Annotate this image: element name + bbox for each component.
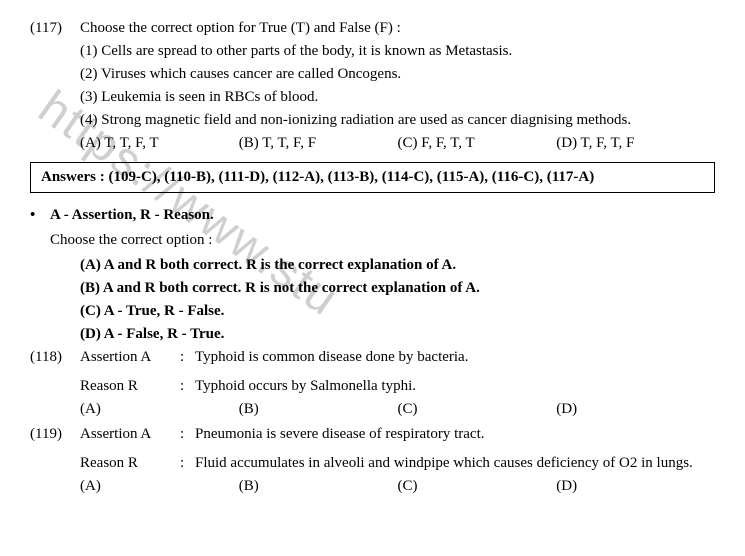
q117-opt-c: (C) F, F, T, T <box>398 135 557 152</box>
ar-instruction: Choose the correct option : <box>50 232 715 249</box>
ar-opt-c: (C) A - True, R - False. <box>80 303 715 320</box>
colon: : <box>180 426 195 443</box>
q119-opt-b: (B) <box>239 478 398 495</box>
q119-reason-text: Fluid accumulates in alveoli and windpip… <box>195 455 715 472</box>
q118-opt-d: (D) <box>556 401 715 418</box>
question-119: (119) Assertion A : Pneumonia is severe … <box>30 426 715 495</box>
colon: : <box>180 455 195 472</box>
q119-options: (A) (B) (C) (D) <box>80 478 715 495</box>
q118-options: (A) (B) (C) (D) <box>80 401 715 418</box>
q117-sub3: (3) Leukemia is seen in RBCs of blood. <box>80 89 715 106</box>
q117-number: (117) <box>30 20 80 37</box>
q117-opt-d: (D) T, F, T, F <box>556 135 715 152</box>
q119-assertion-text: Pneumonia is severe disease of respirato… <box>195 426 715 443</box>
colon: : <box>180 349 195 366</box>
q117-prompt: Choose the correct option for True (T) a… <box>80 20 715 37</box>
q118-assertion-label: Assertion A <box>80 349 180 366</box>
q118-opt-c: (C) <box>398 401 557 418</box>
q117-sub1: (1) Cells are spread to other parts of t… <box>80 43 715 60</box>
q117-answer-options: (A) T, T, F, T (B) T, T, F, F (C) F, F, … <box>80 135 715 152</box>
q118-reason-text: Typhoid occurs by Salmonella typhi. <box>195 378 715 395</box>
q117-sub4: (4) Strong magnetic field and non-ionizi… <box>80 112 715 129</box>
question-117: (117) Choose the correct option for True… <box>30 20 715 152</box>
q117-opt-a: (A) T, T, F, T <box>80 135 239 152</box>
q117-sub2: (2) Viruses which causes cancer are call… <box>80 66 715 83</box>
colon: : <box>180 378 195 395</box>
ar-heading: A - Assertion, R - Reason. <box>50 207 214 224</box>
q117-opt-b: (B) T, T, F, F <box>239 135 398 152</box>
q119-assertion-label: Assertion A <box>80 426 180 443</box>
q118-number: (118) <box>30 349 80 366</box>
ar-opt-a: (A) A and R both correct. R is the corre… <box>80 257 715 274</box>
q118-opt-a: (A) <box>80 401 239 418</box>
q119-opt-d: (D) <box>556 478 715 495</box>
q118-opt-b: (B) <box>239 401 398 418</box>
bullet-icon: • <box>30 207 50 224</box>
ar-opt-b: (B) A and R both correct. R is not the c… <box>80 280 715 297</box>
page-content: (117) Choose the correct option for True… <box>30 20 715 495</box>
q119-number: (119) <box>30 426 80 443</box>
q119-reason-label: Reason R <box>80 455 180 472</box>
question-118: (118) Assertion A : Typhoid is common di… <box>30 349 715 418</box>
q118-assertion-text: Typhoid is common disease done by bacter… <box>195 349 715 366</box>
q119-opt-a: (A) <box>80 478 239 495</box>
answer-key-box: Answers : (109-C), (110-B), (111-D), (11… <box>30 162 715 193</box>
q118-reason-label: Reason R <box>80 378 180 395</box>
ar-heading-line: • A - Assertion, R - Reason. <box>30 207 715 224</box>
ar-opt-d: (D) A - False, R - True. <box>80 326 715 343</box>
q119-opt-c: (C) <box>398 478 557 495</box>
